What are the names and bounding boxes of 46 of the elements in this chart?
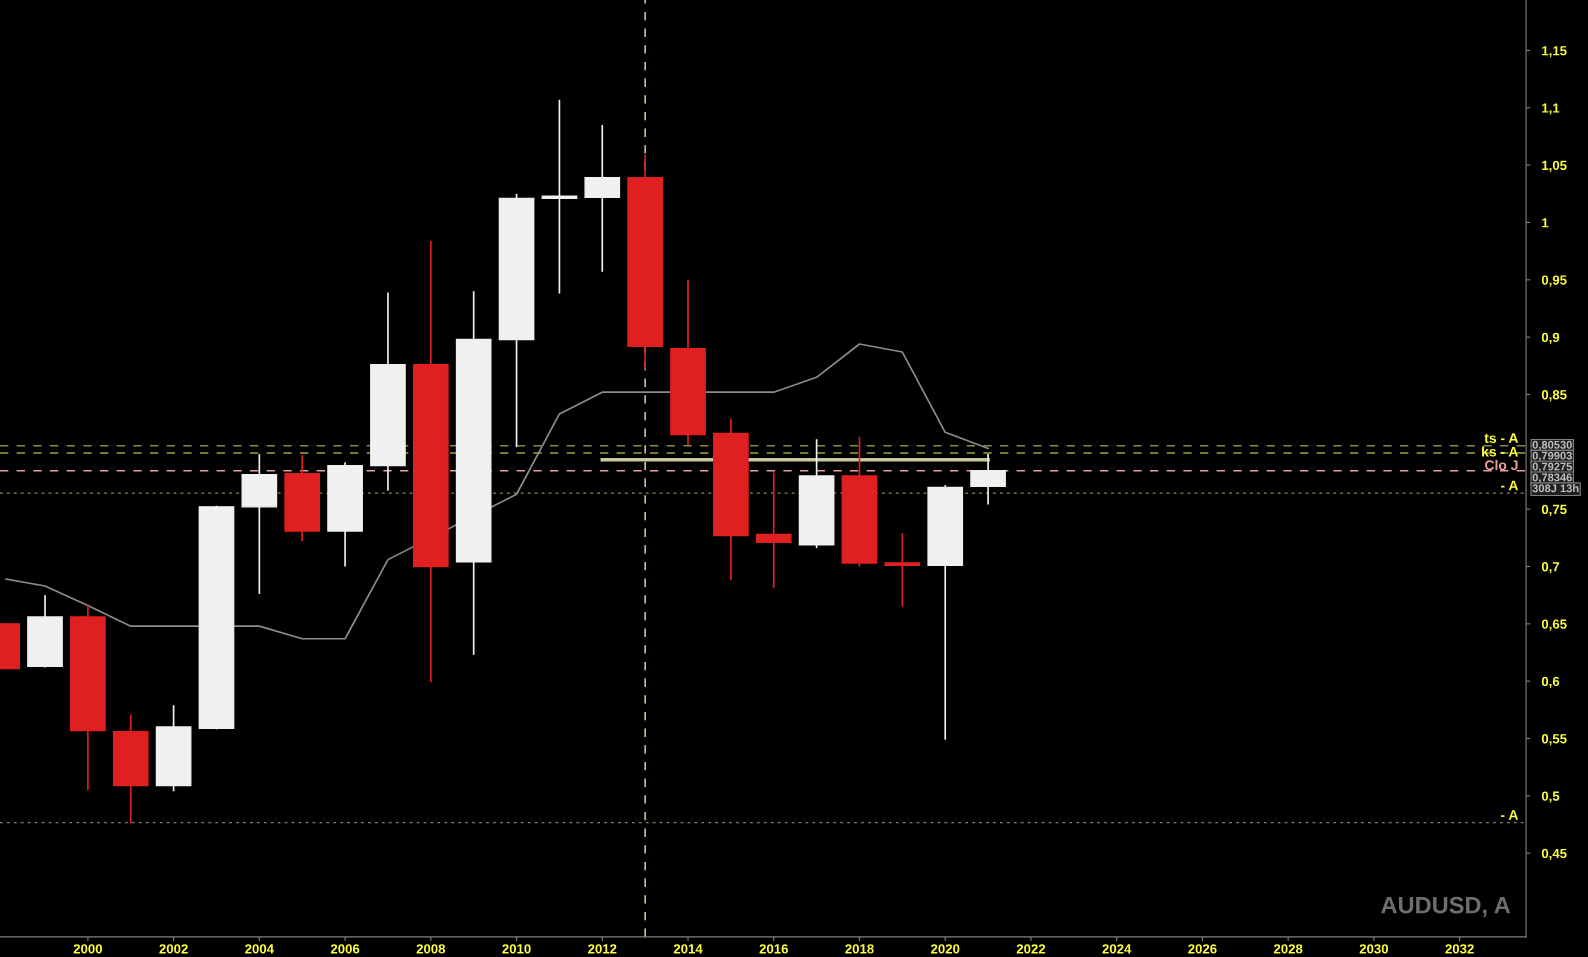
ref-line-label: Clo J [1485, 459, 1518, 471]
text: 0,80530 [1532, 440, 1572, 451]
x-tick-label: 2018 [845, 944, 874, 954]
y-tick-label: 0,6 [1541, 676, 1560, 688]
y-tick-label: 0,95 [1541, 275, 1567, 287]
text: 0,79275 [1532, 462, 1573, 473]
x-tick-label: 2014 [673, 944, 703, 954]
y-tick-label: 1,05 [1542, 160, 1567, 172]
ref-line-label: ts - A [1484, 433, 1519, 443]
y-tick-label: 0,7 [1541, 562, 1560, 574]
y-tick-label: 0,55 [1541, 734, 1567, 746]
y-tick-label: 1,15 [1542, 46, 1567, 58]
text: AUDUSD, A [1381, 896, 1511, 917]
x-tick-label: 2022 [1016, 944, 1046, 954]
x-tick-label: 2000 [73, 944, 103, 954]
text: 0,78346 [1532, 473, 1572, 483]
x-tick-label: 2006 [330, 944, 360, 954]
y-tick-label: 1,1 [1542, 103, 1560, 115]
x-tick-label: 2008 [416, 944, 446, 954]
x-tick-label: 2010 [502, 944, 531, 954]
candlestick [884, 532, 921, 608]
candlestick [584, 124, 621, 273]
candlestick [541, 98, 578, 295]
x-tick-label: 2024 [1102, 944, 1132, 954]
y-tick-label: 0,9 [1541, 332, 1560, 344]
text: 0,79903 [1532, 451, 1572, 462]
candlestick [755, 471, 792, 590]
text: 308J 13h [1532, 484, 1579, 493]
ref-line-label: - A [1500, 480, 1519, 491]
x-tick-label: 2030 [1359, 944, 1389, 954]
x-tick-label: 2026 [1188, 944, 1217, 954]
y-tick-label: 0,75 [1541, 504, 1567, 516]
y-tick-label: 0,5 [1541, 791, 1560, 803]
x-tick-label: 2002 [159, 944, 188, 954]
x-tick-label: 2004 [245, 944, 274, 954]
y-tick-label: 1 [1542, 218, 1549, 228]
y-tick-label: 0,65 [1541, 619, 1567, 631]
x-tick-label: 2016 [759, 944, 788, 954]
x-tick-label: 2032 [1445, 944, 1474, 954]
y-tick-label: 0,45 [1541, 848, 1567, 861]
ref-line-label: ks - A [1482, 446, 1519, 457]
x-tick-label: 2012 [588, 944, 617, 954]
ref-line-label: - A [1500, 810, 1519, 820]
x-tick-label: 2020 [931, 944, 960, 954]
y-tick-label: 0,85 [1541, 390, 1567, 402]
x-tick-label: 2028 [1273, 944, 1303, 954]
